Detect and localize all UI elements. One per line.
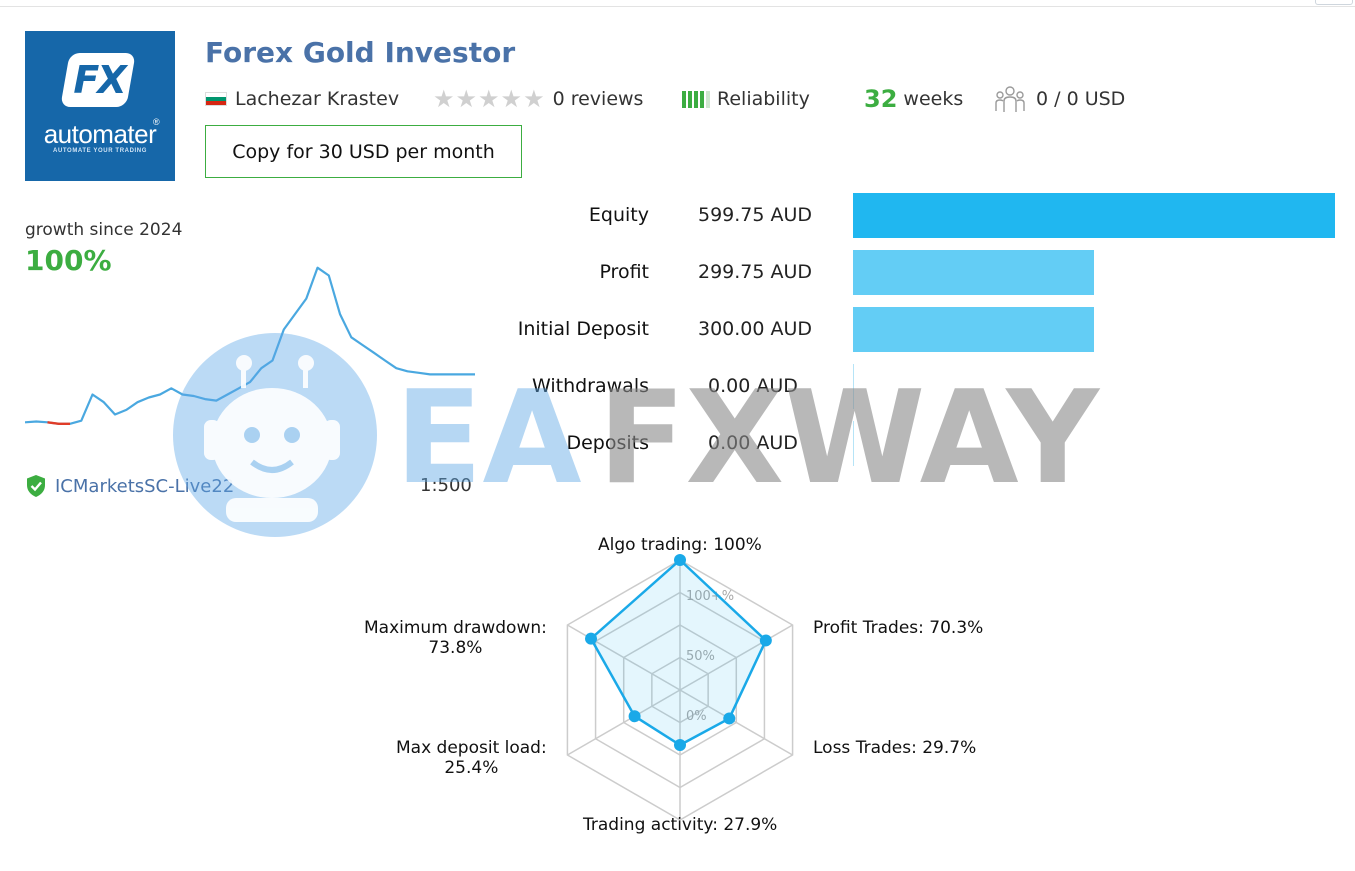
star-icon: ★ (500, 85, 523, 113)
radar-point[interactable] (674, 554, 686, 566)
top-divider (0, 6, 1355, 7)
growth-label: growth since 2024 (25, 220, 183, 240)
radar-axis-label: Loss Trades: 29.7% (813, 738, 977, 758)
star-icon: ★ (478, 85, 500, 113)
weeks-label: weeks (903, 88, 964, 110)
radar-spoke (679, 624, 793, 691)
stat-profit-value: 299.75 AUD (698, 261, 813, 283)
growth-sparkline-chart[interactable] (25, 250, 475, 440)
radar-point[interactable] (759, 634, 772, 647)
product-logo: FX automater ® AUTOMATE YOUR TRADING (25, 31, 175, 181)
radar-axis-label: Profit Trades: 70.3% (813, 618, 984, 638)
radar-spoke (567, 689, 681, 756)
broker-name: ICMarketsSC-Live22 (55, 475, 235, 497)
watermark-text-fxway: FXWAY (598, 364, 1100, 513)
reviews-link[interactable]: ★ ★ ★ ★ ★ 0 reviews (433, 86, 643, 112)
reliability-bars-icon (682, 90, 710, 108)
growth-series-line (25, 266, 475, 425)
radar-ring-label: 50% (686, 649, 715, 664)
radar-point[interactable] (723, 712, 736, 725)
stat-profit-bar (853, 250, 1094, 295)
rating-stars: ★ ★ ★ ★ ★ (433, 87, 545, 111)
author-name: Lachezar Krastev (235, 88, 400, 110)
author-link[interactable]: Lachezar Krastev (205, 86, 399, 112)
star-icon: ★ (455, 85, 478, 113)
stat-initial-deposit-label: Initial Deposit (517, 318, 649, 340)
stat-initial-deposit-value: 300.00 AUD (698, 318, 813, 340)
reviews-count: 0 reviews (552, 88, 644, 110)
bulgaria-flag-icon (205, 92, 227, 106)
reliability-label: Reliability (717, 88, 810, 110)
copy-subscribe-button[interactable]: Copy for 30 USD per month (205, 125, 522, 178)
drawdown-segment (47, 421, 70, 425)
stat-deposits-value: 0.00 AUD (708, 432, 798, 454)
subscribers-text: 0 / 0 USD (1036, 88, 1126, 110)
radar-spoke (679, 689, 793, 756)
weeks-indicator: 32 weeks (864, 85, 964, 113)
verified-shield-icon (27, 475, 45, 497)
stat-equity-bar (853, 193, 1335, 238)
stat-initial-deposit-bar (853, 307, 1095, 352)
radar-point[interactable] (674, 739, 686, 752)
stat-equity-value: 599.75 AUD (698, 204, 813, 226)
top-corner-tab[interactable] (1315, 0, 1353, 5)
star-icon: ★ (433, 85, 455, 113)
subscribers-indicator: 0 / 0 USD (994, 86, 1125, 112)
stat-profit-label: Profit (599, 261, 649, 283)
weeks-value: 32 (864, 85, 898, 113)
radar-axis-label: Maximum drawdown: 73.8% (364, 618, 547, 658)
stat-withdrawals-value: 0.00 AUD (708, 375, 798, 397)
growth-value: 100% (25, 244, 112, 277)
radar-axis-label: Max deposit load: 25.4% (396, 738, 547, 778)
subscribers-icon (995, 86, 1025, 112)
broker-link[interactable]: ICMarketsSC-Live22 (25, 474, 234, 498)
stat-deposits-label: Deposits (566, 432, 649, 454)
stat-withdrawals-label: Withdrawals (531, 375, 649, 397)
stat-withdrawals-bar (853, 364, 854, 409)
logo-brand: automater (43, 119, 157, 149)
signal-title[interactable]: Forex Gold Investor (205, 36, 516, 69)
radar-point[interactable] (585, 632, 598, 645)
radar-point[interactable] (628, 710, 641, 723)
registered-mark: ® (153, 117, 160, 127)
reliability-indicator[interactable]: Reliability (682, 86, 810, 112)
radar-ring-label: 0% (686, 709, 707, 724)
radar-axis-label: Trading activity: 27.9% (583, 815, 778, 835)
star-icon: ★ (523, 85, 545, 113)
stat-equity-label: Equity (588, 204, 649, 226)
radar-data-area (589, 558, 768, 747)
logo-tagline: AUTOMATE YOUR TRADING (53, 148, 147, 154)
stat-deposits-bar (853, 421, 854, 466)
radar-axis-label: Algo trading: 100% (598, 535, 762, 555)
fx-mark: FX (73, 58, 126, 102)
radar-chart[interactable]: 0%50%100+% (380, 530, 1000, 850)
leverage-value: 1:500 (420, 475, 472, 496)
